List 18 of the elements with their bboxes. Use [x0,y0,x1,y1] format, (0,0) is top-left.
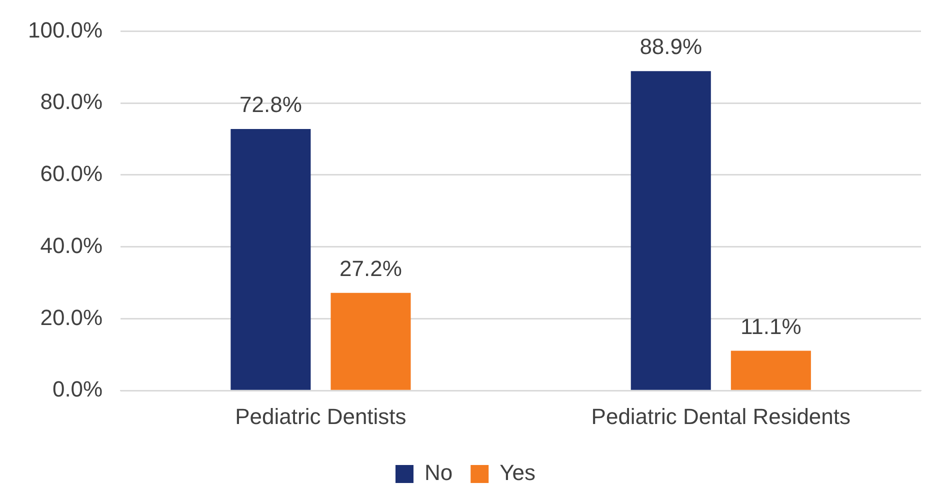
x-tick-label: Pediatric Dentists [235,404,406,429]
y-tick-label: 0.0% [52,376,103,402]
bar [230,128,311,390]
y-tick-label: 100.0% [28,17,103,42]
legend-label: No [424,460,453,486]
data-label: 72.8% [239,92,302,118]
bar [330,292,411,390]
data-label: 11.1% [740,314,802,339]
y-tick-label: 20.0% [40,304,103,330]
y-tick-label: 60.0% [40,161,103,186]
bar [630,71,711,390]
x-tick-label: Pediatric Dental Residents [591,404,851,429]
legend-label: Yes [500,460,536,486]
y-tick-label: 80.0% [40,89,103,114]
bar [730,350,811,390]
data-label: 27.2% [340,256,402,281]
y-tick-label: 40.0% [40,232,103,258]
data-label: 88.9% [640,34,702,60]
